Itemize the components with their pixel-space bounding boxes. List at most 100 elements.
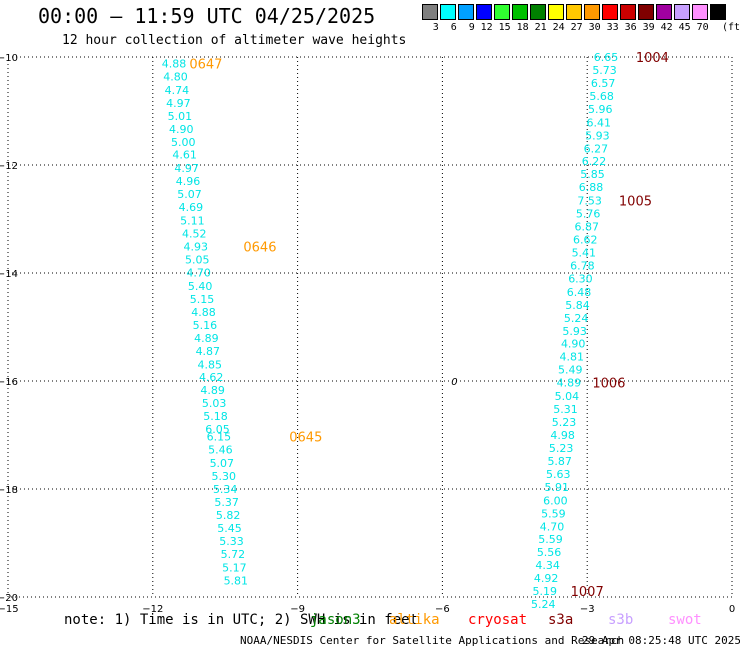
pass-time-label: 0645 xyxy=(289,431,322,446)
wave-height-point: 4.88 xyxy=(191,306,216,319)
map-marker: 0 xyxy=(451,377,457,388)
wave-height-point: 5.30 xyxy=(212,470,237,483)
wave-height-point: 5.19 xyxy=(532,585,557,598)
legend-item-altika: altika xyxy=(389,612,440,628)
colorbar-label: 42 xyxy=(660,22,673,33)
x-tick-label: −12 xyxy=(142,604,163,615)
colorbar-label: 12 xyxy=(480,22,493,33)
wave-height-point: 5.82 xyxy=(216,509,241,522)
colorbar-label: 27 xyxy=(570,22,583,33)
wave-height-point: 4.97 xyxy=(174,162,199,175)
wave-height-point: 6.30 xyxy=(568,272,593,285)
y-tick-label: −18 xyxy=(0,485,18,496)
wave-height-point: 5.59 xyxy=(538,533,563,546)
colorbar-swatch xyxy=(656,4,672,20)
wave-height-point: 4.61 xyxy=(172,149,197,162)
wave-height-point: 5.24 xyxy=(531,598,556,611)
wave-height-point: 5.59 xyxy=(541,507,566,520)
colorbar-label: 9 xyxy=(468,22,475,33)
x-tick-label: −15 xyxy=(0,604,19,615)
wave-height-point: 5.45 xyxy=(217,522,242,535)
colorbar-label: 30 xyxy=(588,22,601,33)
colorbar-swatch xyxy=(458,4,474,20)
x-tick-label: −3 xyxy=(580,604,595,615)
wave-height-point: 5.18 xyxy=(203,410,228,423)
wave-height-point: 5.56 xyxy=(537,546,562,559)
colorbar-swatch xyxy=(476,4,492,20)
colorbar-swatch xyxy=(566,4,582,20)
wave-height-point: 5.07 xyxy=(210,457,235,470)
pass-time-label: 0646 xyxy=(243,241,276,256)
wave-height-point: 4.90 xyxy=(561,338,586,351)
wave-height-point: 5.01 xyxy=(168,110,193,123)
colorbar-swatch xyxy=(674,4,690,20)
colorbar-label: 45 xyxy=(678,22,691,33)
legend-item-jason3: jason3 xyxy=(310,612,361,628)
wave-height-point: 4.62 xyxy=(199,371,224,384)
footer-credit: NOAA/NESDIS Center for Satellite Applica… xyxy=(240,634,625,647)
colorbar-swatch xyxy=(512,4,528,20)
wave-height-point: 5.34 xyxy=(213,483,238,496)
legend-item-s3b: s3b xyxy=(608,612,634,628)
wave-height-point: 6.27 xyxy=(584,142,609,155)
wave-height-point: 4.89 xyxy=(200,384,225,397)
wave-height-point: 4.85 xyxy=(198,358,223,371)
colorbar-swatch xyxy=(692,4,708,20)
wave-height-point: 5.91 xyxy=(545,481,570,494)
footer-timestamp: 29 Apr 08:25:48 UTC 2025 xyxy=(582,634,740,647)
pass-time-label: 1007 xyxy=(571,585,604,600)
colorbar-label: 18 xyxy=(516,22,529,33)
y-tick-label: −10 xyxy=(0,53,18,64)
wave-height-point: 5.11 xyxy=(180,215,205,228)
wave-height-point: 4.88 xyxy=(162,57,187,70)
x-tick-label: 0 xyxy=(729,604,735,615)
colorbar-swatch xyxy=(422,4,438,20)
chart-title: 00:00 – 11:59 UTC 04/25/2025 xyxy=(38,4,376,28)
x-tick-label: −9 xyxy=(290,604,305,615)
wave-height-point: 6.65 xyxy=(594,51,619,64)
wave-height-point: 5.24 xyxy=(564,312,589,325)
y-tick-label: −16 xyxy=(0,377,18,388)
wave-height-point: 6.88 xyxy=(579,181,604,194)
colorbar-label: 6 xyxy=(450,22,457,33)
wave-height-point: 5.73 xyxy=(592,64,617,77)
wave-height-point: 5.23 xyxy=(549,442,574,455)
wave-height-point: 6.05 xyxy=(205,423,230,436)
pass-time-label: 1005 xyxy=(619,195,652,210)
wave-height-point: 5.41 xyxy=(572,246,597,259)
wave-height-point: 5.72 xyxy=(221,548,246,561)
wave-height-point: 5.93 xyxy=(585,129,610,142)
wave-height-point: 4.89 xyxy=(557,377,582,390)
wave-height-point: 6.87 xyxy=(574,221,599,234)
wave-height-point: 4.87 xyxy=(196,345,221,358)
wave-height-point: 4.93 xyxy=(184,241,209,254)
colorbar-swatch xyxy=(710,4,726,20)
wave-height-point: 4.97 xyxy=(166,97,191,110)
wave-height-point: 5.49 xyxy=(558,364,583,377)
wave-height-point: 5.63 xyxy=(546,468,571,481)
wave-height-point: 4.74 xyxy=(165,84,190,97)
wave-height-point: 5.23 xyxy=(552,416,577,429)
wave-height-point: 6.57 xyxy=(591,77,616,90)
wave-height-point: 5.17 xyxy=(222,561,247,574)
colorbar-swatch xyxy=(602,4,618,20)
wave-height-point: 5.96 xyxy=(588,103,613,116)
wave-height-point: 4.80 xyxy=(163,70,188,83)
x-tick-label: −6 xyxy=(435,604,450,615)
wave-height-point: 6.62 xyxy=(573,234,598,247)
wave-height-point: 5.81 xyxy=(224,574,249,587)
wave-height-point: 5.33 xyxy=(219,535,244,548)
colorbar-swatch xyxy=(530,4,546,20)
note-text: note: 1) Time is in UTC; 2) SWH is in fe… xyxy=(64,612,419,628)
colorbar-swatch xyxy=(440,4,456,20)
colorbar-swatch xyxy=(638,4,654,20)
legend-item-swot: swot xyxy=(668,612,702,628)
wave-height-point: 4.90 xyxy=(169,123,194,136)
wave-height-point: 4.96 xyxy=(176,175,201,188)
legend-item-cryosat: cryosat xyxy=(468,612,528,628)
colorbar-label: 39 xyxy=(642,22,655,33)
wave-height-point: 5.31 xyxy=(553,403,578,416)
wave-height-point: 5.37 xyxy=(214,496,239,509)
wave-height-point: 4.70 xyxy=(186,266,211,279)
